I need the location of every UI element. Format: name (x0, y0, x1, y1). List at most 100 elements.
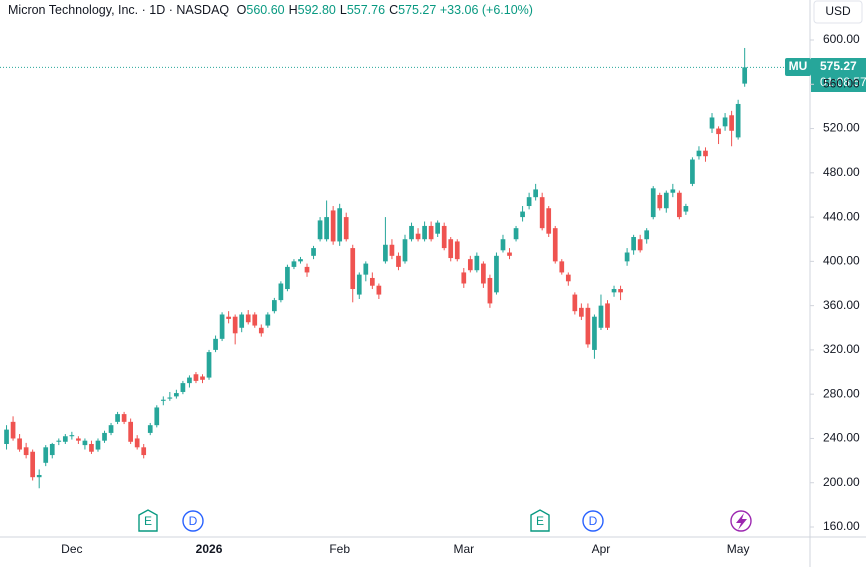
ohlc-key: C (389, 3, 399, 17)
candle-body (134, 438, 140, 448)
candle-body (670, 189, 676, 193)
candle-body (677, 192, 682, 218)
candle-body (193, 374, 199, 381)
candle-body (494, 255, 499, 293)
event-label: D (589, 514, 598, 528)
countdown-label: 01:08:57 (820, 75, 866, 89)
y-tick-label: 600.00 (823, 32, 860, 46)
candle-body (415, 233, 421, 240)
candle-body (402, 239, 408, 262)
candle-body (17, 438, 22, 450)
candle-body (409, 225, 414, 240)
candle-body (572, 294, 578, 312)
event-label: E (536, 514, 544, 528)
event-label: D (189, 514, 198, 528)
candle-body (350, 248, 356, 290)
candle-body (650, 188, 656, 218)
candle-body (62, 436, 68, 442)
candle-body (213, 338, 218, 350)
candle-body (56, 440, 62, 442)
candle-body (520, 211, 525, 218)
candle-body (552, 228, 558, 262)
candle-body (513, 228, 519, 240)
ohlc-value: 557.76 (346, 3, 386, 17)
x-tick-label: Mar (453, 542, 474, 556)
candle-body (108, 425, 114, 433)
dividend-icon (582, 510, 604, 532)
candle-body (690, 159, 695, 184)
candle-body (559, 261, 565, 273)
candle-body (461, 272, 467, 284)
candle-body (258, 327, 264, 334)
candle-body (735, 103, 741, 138)
y-tick-label: 480.00 (823, 165, 860, 179)
candle-body (239, 314, 245, 328)
candle-body (579, 307, 584, 317)
ohlc-value: 560.60 (246, 3, 285, 17)
ohlc-key: L (339, 3, 347, 17)
candle-body (219, 314, 225, 339)
candle-body (272, 300, 277, 312)
candle-body (102, 432, 107, 441)
candle-body (43, 447, 49, 463)
last-price-label: 575.27 (820, 59, 857, 73)
news-bolt (736, 513, 747, 530)
ohlc-key: O (236, 3, 247, 17)
candle-body (49, 443, 55, 456)
candle-body (631, 237, 636, 251)
candle-body (89, 443, 94, 452)
candle-body (546, 208, 552, 234)
symbol-label: MU (789, 59, 808, 73)
y-tick-label: 400.00 (823, 254, 860, 268)
x-tick-label: May (727, 542, 750, 556)
ohlc-key: H (288, 3, 298, 17)
candle-body (396, 255, 401, 267)
candle-body (337, 208, 343, 242)
ohlc-value: 575.27 (398, 3, 437, 17)
candle-body (356, 274, 362, 295)
candle-body (69, 435, 75, 437)
earnings-icon (138, 509, 158, 532)
candle-body (539, 197, 545, 229)
candle-body (291, 261, 297, 267)
candle-body (160, 399, 166, 401)
candle-body (317, 220, 323, 240)
candle-body (298, 259, 303, 262)
candle-body (82, 440, 88, 446)
candle-body (533, 189, 538, 198)
y-tick-label: 440.00 (823, 209, 860, 223)
candle-body (4, 429, 9, 444)
y-tick-label: 240.00 (823, 431, 860, 445)
candle-body (742, 67, 748, 84)
candle-body (435, 222, 441, 234)
candle-body (311, 248, 316, 256)
candle-body (369, 277, 375, 286)
candle-body (605, 303, 610, 328)
y-tick-label: 160.00 (823, 519, 860, 533)
candle-body (448, 239, 454, 259)
candle-body (507, 252, 512, 256)
candle-body (383, 244, 388, 262)
symbol-title: Micron Technology, Inc. · 1D · NASDAQ (8, 3, 230, 17)
price-tag (811, 58, 866, 92)
candle-body (200, 376, 205, 380)
y-tick-label: 360.00 (823, 298, 860, 312)
currency-button[interactable] (813, 0, 863, 24)
candle-body (141, 447, 147, 456)
currency-label: USD (825, 4, 851, 18)
candle-body (265, 314, 271, 326)
candle-body (454, 241, 460, 260)
candle-body (441, 225, 447, 249)
candle-body (121, 414, 127, 422)
candle-body (376, 285, 382, 295)
candle-body (278, 283, 284, 301)
candle-body (696, 150, 702, 157)
candle-body (709, 117, 715, 129)
plot (0, 47, 810, 489)
candle-body (128, 421, 133, 442)
dividend-icon (182, 510, 204, 532)
candle-body (592, 316, 597, 350)
legend-header: Micron Technology, Inc. · 1D · NASDAQ O5… (8, 3, 533, 17)
